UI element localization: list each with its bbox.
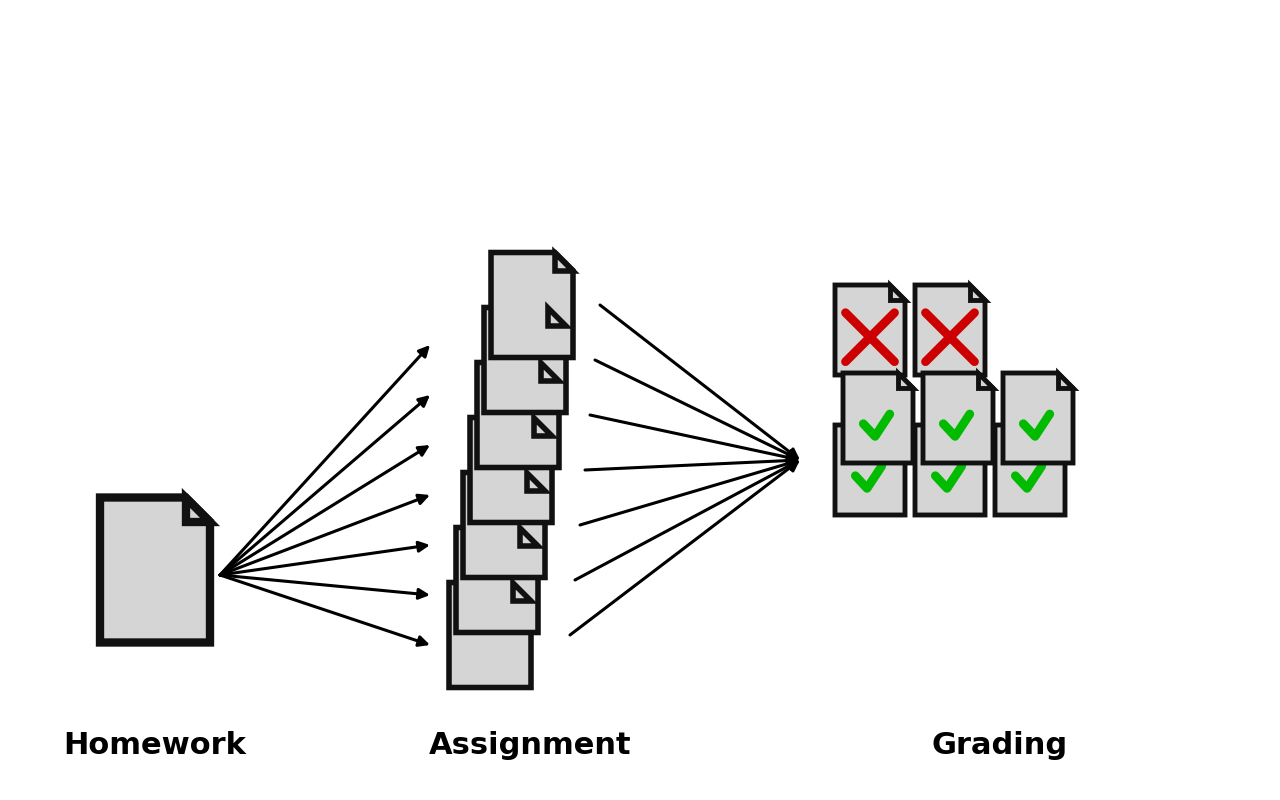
Polygon shape [463,473,545,578]
Polygon shape [1004,373,1073,463]
Polygon shape [548,307,566,326]
Polygon shape [995,425,1065,515]
Polygon shape [449,582,531,687]
Polygon shape [890,425,905,440]
Text: Assignment: Assignment [429,730,631,759]
Polygon shape [556,253,573,270]
Polygon shape [513,582,531,601]
Polygon shape [527,473,545,490]
Polygon shape [970,425,986,440]
Polygon shape [492,253,573,358]
Polygon shape [835,425,905,515]
Polygon shape [186,498,210,522]
Polygon shape [520,527,538,546]
Polygon shape [456,527,538,633]
Polygon shape [470,418,552,522]
Polygon shape [534,418,552,435]
Polygon shape [915,425,986,515]
Polygon shape [1057,373,1073,388]
Polygon shape [1050,425,1065,440]
Polygon shape [844,373,913,463]
Polygon shape [835,285,905,375]
Polygon shape [484,307,566,413]
Polygon shape [897,373,913,388]
Polygon shape [100,498,210,642]
Polygon shape [978,373,993,388]
Polygon shape [915,285,986,375]
Polygon shape [477,362,559,467]
Text: Homework: Homework [64,730,247,759]
Text: Grading: Grading [932,730,1068,759]
Polygon shape [970,285,986,300]
Polygon shape [923,373,993,463]
Polygon shape [890,285,905,300]
Polygon shape [541,362,559,381]
